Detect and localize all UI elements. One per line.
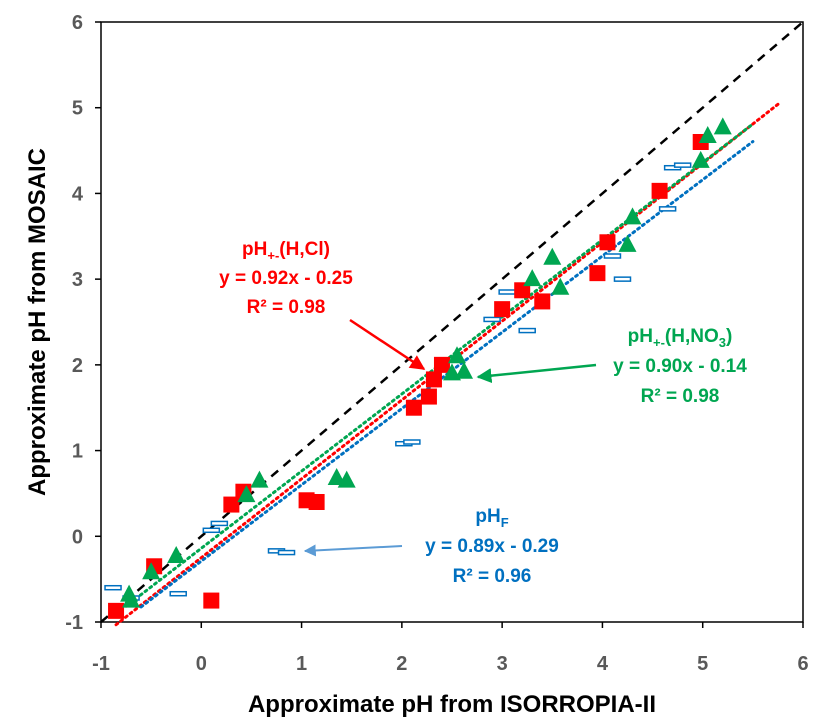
y-tick-label: 5 (72, 98, 83, 120)
y-tick-label: 0 (72, 526, 83, 548)
point-hno3 (523, 269, 542, 287)
y-axis-title: Approximate pH from MOSAIC (24, 148, 51, 496)
y-tick-label: 1 (72, 441, 83, 463)
point-f (518, 327, 536, 334)
point-hno3 (455, 361, 474, 379)
point-hcl (420, 388, 437, 405)
point-f (104, 584, 122, 591)
point-hcl (494, 301, 511, 318)
point-hcl (534, 293, 551, 310)
point-f (673, 162, 692, 168)
annotation-hcl: pH+-(H,Cl) y = 0.92x - 0.25 R² = 0.98 (219, 239, 426, 371)
x-tick-label: 4 (597, 653, 609, 675)
point-hno3 (448, 346, 467, 364)
point-hcl (223, 496, 240, 513)
point-hcl (308, 494, 325, 510)
point-hno3 (122, 590, 141, 608)
point-hno3 (337, 470, 356, 488)
y-tick-label: 6 (72, 12, 83, 34)
x-tick-label: 3 (497, 653, 508, 675)
x-tick-label: 2 (396, 653, 407, 675)
point-hcl (433, 356, 450, 373)
point-hno3 (327, 468, 346, 485)
annotation-f-equation: y = 0.89x - 0.29 (425, 536, 559, 557)
point-hno3 (691, 150, 710, 168)
annotation-f: pHF y = 0.89x - 0.29 R² = 0.96 (303, 506, 559, 587)
point-f (169, 590, 187, 597)
annotation-hcl-title: pH+-(H,Cl) (242, 239, 330, 263)
annotation-hcl-arrow (349, 318, 426, 371)
point-hcl (589, 265, 606, 282)
annotation-hno3: pH+-(H,NO3) y = 0.90x - 0.14 R² = 0.98 (476, 326, 747, 407)
point-f (277, 549, 296, 556)
annotation-hno3-title-sub2: 3 (719, 335, 726, 350)
annotation-hno3-title-sub: +- (653, 335, 665, 350)
x-tick-label: -1 (92, 653, 110, 675)
point-hno3 (551, 277, 570, 295)
annotation-hcl-equation: y = 0.92x - 0.25 (219, 268, 353, 289)
x-tick-label: 6 (797, 653, 808, 675)
point-hcl (599, 234, 616, 251)
annotation-f-r2: R² = 0.96 (453, 566, 532, 587)
point-f (498, 289, 516, 295)
point-hno3 (713, 117, 732, 135)
data-points (104, 117, 732, 619)
annotation-hno3-arrow (476, 363, 597, 384)
point-hno3 (167, 546, 186, 563)
annotation-hno3-title: pH+-(H,NO3) (628, 326, 733, 350)
point-f (483, 316, 501, 323)
y-tick-label: 3 (72, 269, 83, 291)
y-tick-label: 2 (72, 355, 83, 377)
point-hno3 (698, 126, 717, 143)
point-f (403, 439, 421, 445)
x-tick-label: 5 (697, 653, 708, 675)
point-hcl (651, 182, 668, 199)
annotation-hno3-title-tail: ) (726, 326, 732, 347)
point-f (202, 527, 221, 534)
annotation-hno3-title-main: pH (628, 326, 653, 347)
x-axis-ticks: -1 0 1 2 3 4 5 6 (92, 622, 809, 675)
point-f (658, 206, 677, 212)
point-f (603, 253, 622, 259)
point-hcl (203, 592, 220, 609)
point-hno3 (618, 234, 637, 252)
x-axis-title: Approximate pH from ISORROPIA-II (248, 691, 656, 718)
point-hcl (425, 371, 442, 388)
annotation-hno3-title-mid: (H,NO (665, 326, 719, 347)
annotation-f-title-sub: F (501, 515, 509, 530)
annotation-hcl-r2: R² = 0.98 (247, 297, 326, 318)
annotation-f-arrow (303, 544, 403, 557)
y-tick-label: 4 (72, 183, 84, 205)
annotation-hcl-title-main: pH (242, 239, 267, 260)
point-hcl (405, 399, 422, 416)
point-hno3 (142, 562, 161, 580)
point-f (210, 520, 229, 527)
annotation-f-title: pHF (475, 506, 508, 530)
point-hcl (514, 282, 531, 299)
point-hcl (108, 602, 125, 619)
annotation-hno3-r2: R² = 0.98 (641, 386, 720, 407)
x-tick-label: 0 (196, 653, 207, 675)
point-hno3 (623, 207, 642, 225)
annotation-hcl-title-tail: (H,Cl) (279, 239, 330, 260)
y-axis-ticks: -1 0 1 2 3 4 5 6 (65, 12, 101, 634)
annotation-f-title-main: pH (475, 506, 500, 527)
point-hno3 (237, 485, 256, 503)
point-hno3 (250, 470, 269, 488)
one-to-one-reference-line (100, 21, 804, 623)
point-f (613, 276, 632, 282)
x-tick-label: 1 (296, 653, 307, 675)
annotation-hno3-equation: y = 0.90x - 0.14 (613, 356, 747, 377)
point-hno3 (543, 247, 562, 265)
annotation-hcl-title-sub: +- (267, 248, 279, 263)
y-tick-label: -1 (65, 612, 83, 634)
